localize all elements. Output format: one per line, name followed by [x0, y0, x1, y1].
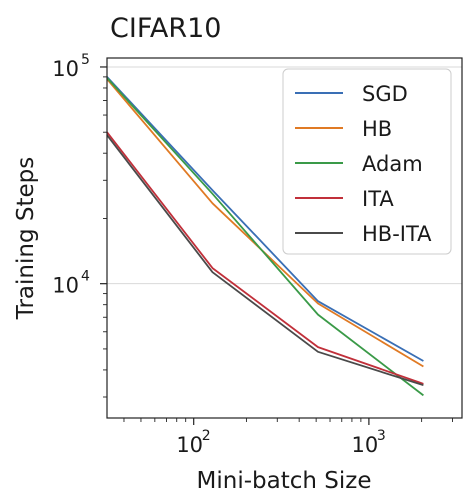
gridlines	[107, 66, 462, 285]
series-lines	[106, 76, 424, 397]
legend-label-sgd: SGD	[362, 82, 408, 106]
x-tick-label-1: 10	[352, 433, 379, 457]
series-line-adam	[106, 77, 424, 397]
x-axis-label: Mini-batch Size	[197, 468, 372, 494]
legend: SGD HB Adam ITA HB-ITA	[282, 68, 452, 255]
chart-title: CIFAR10	[110, 13, 221, 44]
legend-label-adam: Adam	[362, 152, 423, 176]
x-axis-ticks: 102 103	[123, 418, 453, 457]
x-tick-exp-0: 2	[202, 428, 211, 444]
legend-label-ita: ITA	[362, 187, 394, 211]
legend-box	[282, 68, 452, 255]
x-tick-label-0: 10	[176, 433, 203, 457]
y-tick-label-1: 10	[52, 57, 79, 81]
y-tick-exp-1: 5	[81, 52, 90, 68]
legend-label-hb-ita: HB-ITA	[362, 222, 432, 246]
series-line-sgd	[106, 76, 424, 362]
y-axis-label: Training Steps	[13, 157, 39, 320]
plot-frame	[106, 57, 463, 419]
series-line-ita	[106, 131, 424, 385]
legend-label-hb: HB	[362, 117, 392, 141]
y-tick-label-0: 10	[52, 274, 79, 298]
series-line-hb-ita	[106, 134, 424, 387]
y-tick-exp-0: 4	[81, 269, 90, 285]
x-tick-exp-1: 3	[377, 428, 386, 444]
